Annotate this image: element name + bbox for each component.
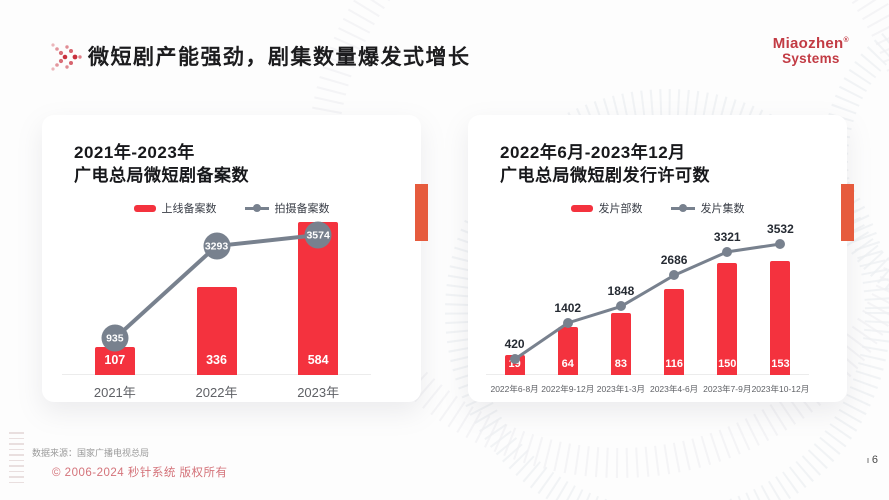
x-axis-label: 2022年6-8月 <box>490 384 539 394</box>
line-series <box>513 242 781 361</box>
left-edge-dashes-decoration <box>9 432 24 487</box>
line-point-bubble: 3574 <box>304 221 332 249</box>
logo-line1: Miaozhen® <box>772 35 849 52</box>
miaozhen-systems-logo: Miaozhen® Systems <box>773 36 849 66</box>
bar-2022年: 336 <box>196 287 237 375</box>
x-axis-label: 2021年 <box>93 385 136 400</box>
card-accent-bar <box>841 184 854 241</box>
bar-series-swatch <box>133 204 156 212</box>
data-source-note: 数据来源：国家广播电视总局 <box>32 448 150 458</box>
x-axis-label: 2022年 <box>195 385 238 400</box>
legend-item-bar: 上线备案数 <box>133 200 217 216</box>
x-axis-label: 2023年10-12月 <box>751 384 810 394</box>
page-title: 微短剧产能强劲，剧集数量爆发式增长 <box>88 46 471 69</box>
chart-card-registration: 2021年-2023年 广电总局微短剧备案数 上线备案数 拍摄备案数 107 20… <box>42 115 428 402</box>
legend-label: 发片部数 <box>598 203 643 215</box>
x-axis-label: 2023年 <box>297 385 340 400</box>
line-point-bubble: 935 <box>101 324 129 352</box>
line-series-swatch <box>244 204 269 212</box>
line-value-label: 1402 <box>554 301 582 315</box>
chart-title: 2022年6月-2023年12月 广电总局微短剧发行许可数 <box>500 143 710 185</box>
legend-item-bar: 发片部数 <box>570 200 643 216</box>
line-value-label: 420 <box>504 337 525 352</box>
bar-series-swatch <box>570 204 593 212</box>
line-point-dot <box>722 246 733 257</box>
bar-value-label: 336 <box>206 353 227 367</box>
legend-label: 上线备案数 <box>161 203 217 215</box>
page-number-tick-icon <box>866 457 869 463</box>
line-value-label: 3321 <box>713 229 741 244</box>
x-axis-label: 2023年4-6月 <box>649 384 699 394</box>
chart-legend: 发片部数 发片集数 <box>468 200 847 216</box>
line-point-dot <box>775 239 786 249</box>
chart-plot-area: 107 2021年 336 2022年 584 2023年 935 3293 3574 <box>62 215 371 400</box>
legend-item-line: 拍摄备案数 <box>244 200 330 216</box>
chart-title: 2021年-2023年 广电总局微短剧备案数 <box>74 143 249 185</box>
card-accent-bar <box>415 184 428 241</box>
title-dots-chevron-icon <box>51 43 82 71</box>
line-value-label: 3532 <box>767 222 794 236</box>
line-point-dot <box>669 270 680 281</box>
legend-item-line: 发片集数 <box>670 200 745 216</box>
chart-legend: 上线备案数 拍摄备案数 <box>42 200 421 216</box>
x-axis-label: 2023年7-9月 <box>703 384 752 394</box>
copyright-text: © 2006-2024 秒针系统 版权所有 <box>52 467 228 479</box>
line-point-dot <box>615 301 626 312</box>
bar-value-label: 107 <box>104 353 126 367</box>
legend-label: 拍摄备案数 <box>274 203 330 215</box>
chart-card-license: 2022年6月-2023年12月 广电总局微短剧发行许可数 发片部数 发片集数 … <box>468 115 854 402</box>
line-point-dot <box>509 354 520 365</box>
x-axis-label: 2022年9-12月 <box>541 384 595 394</box>
line-point-bubble: 3293 <box>203 232 230 260</box>
line-value-label: 2686 <box>660 253 688 268</box>
line-value-label: 1848 <box>607 284 635 299</box>
page-number: 6 <box>866 454 878 466</box>
line-series-swatch <box>670 204 695 212</box>
x-axis-label: 2023年1-3月 <box>596 384 646 394</box>
chart-plot-area: 192022年6-8月642022年9-12月832023年1-3月116202… <box>486 215 809 394</box>
legend-label: 发片集数 <box>700 203 745 215</box>
line-point-dot <box>562 318 573 328</box>
logo-line2: Systems <box>782 50 840 66</box>
